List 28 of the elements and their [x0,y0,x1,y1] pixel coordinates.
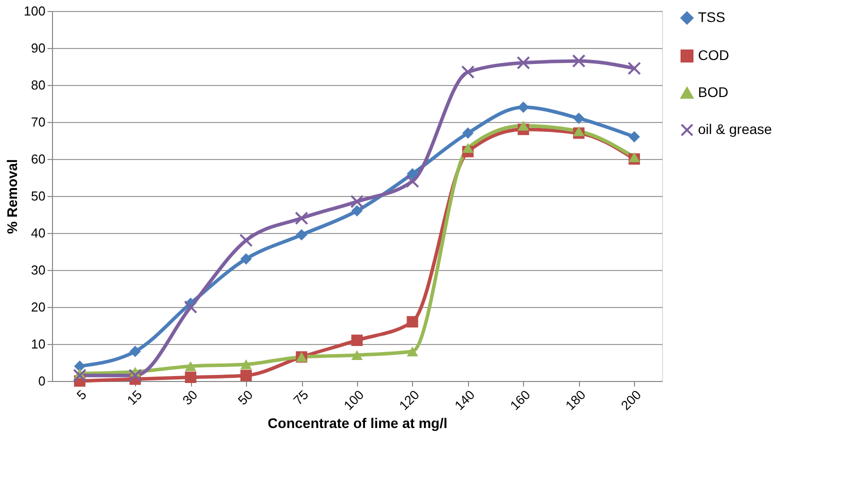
x-tick-label: 120 [396,387,422,414]
y-tick-label: 10 [31,336,46,352]
x-tick-label: 75 [290,387,312,408]
x-tick-label: 100 [340,387,367,414]
x-tick-label: 160 [507,387,534,414]
y-tick-label: 30 [31,262,46,278]
x-tick-label: 140 [452,387,478,414]
y-tick-label: 70 [31,114,46,130]
y-tick-label: 0 [38,374,46,388]
y-tick-label: 50 [31,188,46,204]
x-tick-label: 180 [562,387,589,414]
x-tick-label: 30 [179,387,200,408]
legend-label: BOD [698,84,728,100]
y-tick-label: 90 [31,40,46,56]
x-axis-title: Concentrate of lime at mg/l [268,415,448,432]
legend-label: oil & grease [698,121,772,137]
y-tick-label: 20 [31,300,46,314]
y-axis-title: % Removal [4,159,20,234]
y-tick-label: 100 [24,4,46,18]
x-tick-label: 50 [234,387,256,408]
x-tick-label: 5 [74,387,90,403]
y-tick-label: 40 [31,226,46,240]
legend-label: COD [698,47,730,63]
x-tick-label: 15 [124,387,145,408]
x-tick-label: 200 [618,387,644,414]
y-tick-label: 60 [31,152,46,166]
y-tick-label: 80 [31,78,46,92]
legend-label: TSS [698,9,726,25]
